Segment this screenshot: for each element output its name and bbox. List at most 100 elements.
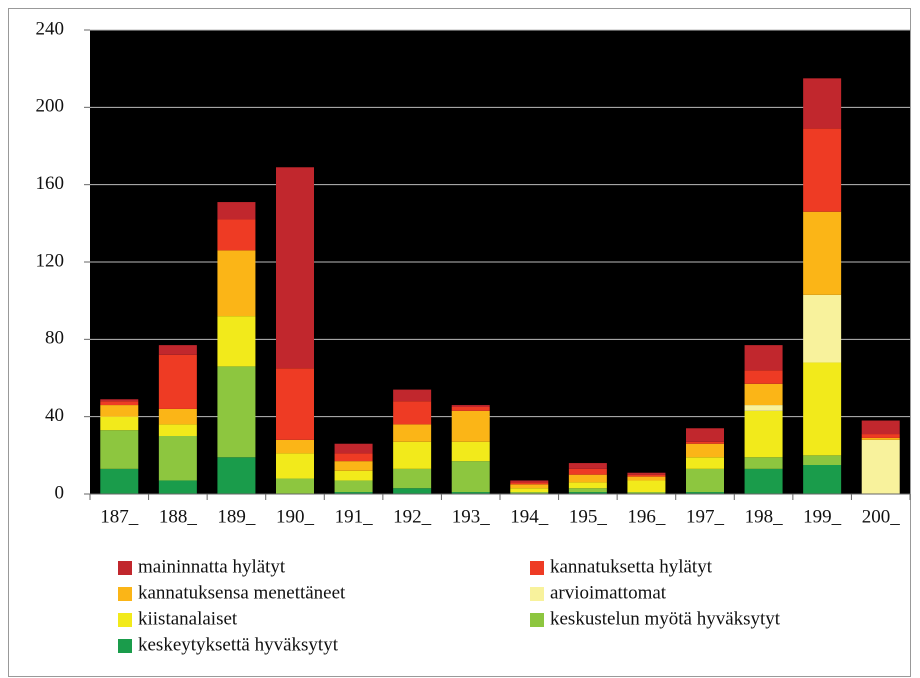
bar-segment bbox=[803, 78, 842, 129]
bar-segment bbox=[510, 480, 549, 483]
x-tick-label: 188_ bbox=[159, 506, 198, 527]
legend-swatch bbox=[118, 561, 132, 575]
bar-segment bbox=[217, 457, 256, 494]
bar-segment bbox=[451, 405, 490, 407]
bar-segment bbox=[686, 492, 724, 494]
bar-segment bbox=[393, 401, 432, 425]
bar-segment bbox=[744, 370, 783, 384]
bar-segment bbox=[803, 294, 842, 363]
bar-segment bbox=[217, 202, 256, 220]
bar-segment bbox=[744, 345, 783, 371]
bar-segment bbox=[158, 424, 197, 436]
bar-segment bbox=[451, 461, 490, 493]
x-tick-label: 191_ bbox=[335, 506, 374, 527]
bar-segment bbox=[158, 354, 197, 409]
bar-segment bbox=[568, 482, 607, 489]
y-tick-label: 200 bbox=[36, 96, 65, 117]
bar-segment bbox=[568, 474, 607, 483]
bar-segment bbox=[276, 453, 314, 479]
bar-segment bbox=[686, 428, 724, 442]
bar-segment bbox=[393, 468, 432, 489]
bar-segment bbox=[158, 480, 197, 494]
bar-segment bbox=[100, 401, 139, 406]
bar-segment bbox=[803, 465, 842, 494]
bar-segment bbox=[334, 470, 373, 481]
x-tick-label: 196_ bbox=[627, 506, 666, 527]
bar-segment bbox=[158, 436, 197, 481]
bar-segment bbox=[217, 250, 256, 317]
x-tick-label: 198_ bbox=[745, 506, 784, 527]
y-tick-label: 120 bbox=[36, 250, 65, 271]
bar-segment bbox=[100, 430, 139, 469]
x-tick-label: 200_ bbox=[862, 506, 901, 527]
bar-segment bbox=[568, 488, 607, 493]
bar-segment bbox=[100, 416, 139, 431]
bar-segment bbox=[803, 455, 842, 465]
bar-segment bbox=[510, 482, 549, 485]
bar-segment bbox=[276, 439, 314, 454]
bar-segment bbox=[334, 461, 373, 471]
bar-segment bbox=[686, 457, 724, 469]
y-tick-label: 80 bbox=[45, 328, 64, 349]
x-tick-label: 195_ bbox=[569, 506, 608, 527]
bar-segment bbox=[217, 219, 256, 251]
bar-segment bbox=[803, 211, 842, 295]
bar-segment bbox=[276, 368, 314, 440]
bar-segment bbox=[217, 316, 256, 367]
bar-segment bbox=[627, 472, 666, 475]
bar-segment bbox=[803, 362, 842, 456]
legend-swatch bbox=[530, 561, 544, 575]
bar-segment bbox=[393, 389, 432, 402]
x-tick-label: 190_ bbox=[276, 506, 315, 527]
bar-segment bbox=[510, 488, 549, 493]
bar-segment bbox=[158, 408, 197, 425]
x-tick-label: 193_ bbox=[452, 506, 491, 527]
x-tick-label: 192_ bbox=[393, 506, 432, 527]
bar-segment bbox=[217, 366, 256, 458]
bar-segment bbox=[100, 399, 139, 402]
bar-segment bbox=[744, 457, 783, 469]
x-tick-label: 189_ bbox=[217, 506, 256, 527]
bar-segment bbox=[100, 468, 139, 494]
legend-label: kannatuksetta hylätyt bbox=[550, 556, 713, 577]
legend-label: maininnatta hylätyt bbox=[138, 556, 286, 577]
legend-label: keskustelun myötä hyväksytyt bbox=[550, 608, 781, 629]
legend-label: arvioimattomat bbox=[550, 582, 667, 603]
bar-segment bbox=[451, 492, 490, 494]
bar-segment bbox=[334, 443, 373, 454]
bar-segment bbox=[393, 424, 432, 442]
bar-segment bbox=[393, 441, 432, 469]
bar-segment bbox=[100, 405, 139, 417]
y-tick-label: 0 bbox=[55, 482, 65, 503]
bar-segment bbox=[158, 345, 197, 355]
bar-segment bbox=[568, 468, 607, 475]
legend-swatch bbox=[118, 587, 132, 601]
x-tick-label: 194_ bbox=[510, 506, 549, 527]
bar-segment bbox=[451, 407, 490, 411]
legend-label: kannatuksensa menettäneet bbox=[138, 582, 346, 603]
bar-segment bbox=[686, 443, 724, 458]
x-tick-label: 197_ bbox=[686, 506, 725, 527]
bar-segment bbox=[451, 410, 490, 442]
bar-segment bbox=[744, 468, 783, 494]
bar-segment bbox=[451, 441, 490, 462]
bar-segment bbox=[686, 441, 724, 444]
bar-segment bbox=[334, 453, 373, 462]
legend-swatch bbox=[530, 587, 544, 601]
bar-segment bbox=[627, 476, 666, 481]
bar-segment bbox=[334, 480, 373, 493]
bar-segment bbox=[861, 437, 900, 440]
bar-segment bbox=[510, 492, 549, 494]
bar-segment bbox=[393, 488, 432, 494]
bar-segment bbox=[334, 492, 373, 494]
bar-segment bbox=[744, 383, 783, 406]
bar-segment bbox=[276, 478, 314, 494]
bar-segment bbox=[568, 463, 607, 469]
y-tick-label: 240 bbox=[36, 18, 65, 39]
legend-label: keskeytyksettä hyväksytyt bbox=[138, 634, 339, 655]
y-tick-label: 40 bbox=[45, 405, 64, 426]
bar-segment bbox=[861, 439, 900, 494]
bar-segment bbox=[568, 492, 607, 494]
legend-swatch bbox=[118, 613, 132, 627]
